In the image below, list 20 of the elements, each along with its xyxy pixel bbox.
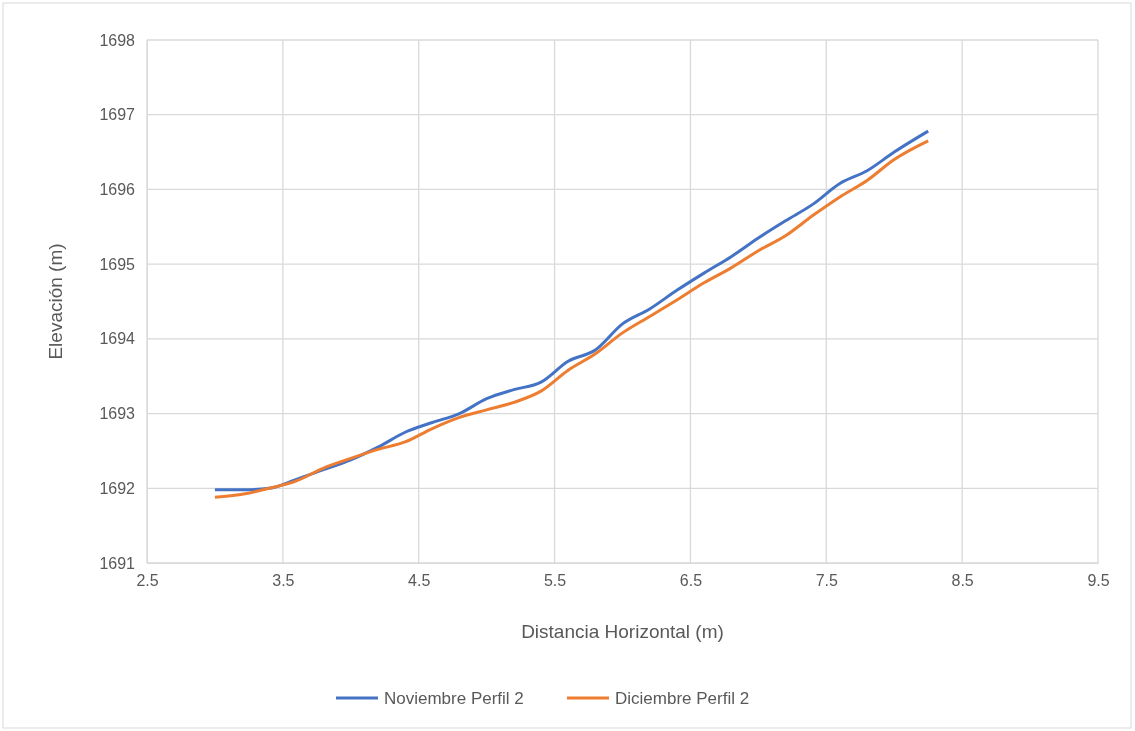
y-tick-label: 1692 xyxy=(99,479,136,497)
y-axis-title: Elevación (m) xyxy=(45,243,66,360)
x-tick-label: 5.5 xyxy=(543,572,567,590)
x-tick-label: 3.5 xyxy=(272,572,295,590)
x-tick-label: 7.5 xyxy=(815,572,838,590)
y-tick-label: 1698 xyxy=(99,31,136,49)
x-tick-label: 2.5 xyxy=(136,572,159,590)
y-tick-label: 1691 xyxy=(99,554,136,572)
y-tick-label: 1696 xyxy=(99,181,136,199)
x-tick-label: 8.5 xyxy=(951,572,974,590)
legend-label: Diciembre Perfil 2 xyxy=(615,689,750,708)
x-tick-label: 6.5 xyxy=(679,572,703,590)
x-tick-label: 9.5 xyxy=(1087,572,1110,590)
y-tick-label: 1695 xyxy=(99,255,136,273)
x-tick-label: 4.5 xyxy=(408,572,431,590)
legend-label: Noviembre Perfil 2 xyxy=(384,689,524,708)
y-tick-label: 1693 xyxy=(99,405,136,423)
x-axis-title: Distancia Horizontal (m) xyxy=(521,621,724,642)
y-tick-label: 1697 xyxy=(99,106,136,124)
y-tick-label: 1694 xyxy=(99,330,136,348)
